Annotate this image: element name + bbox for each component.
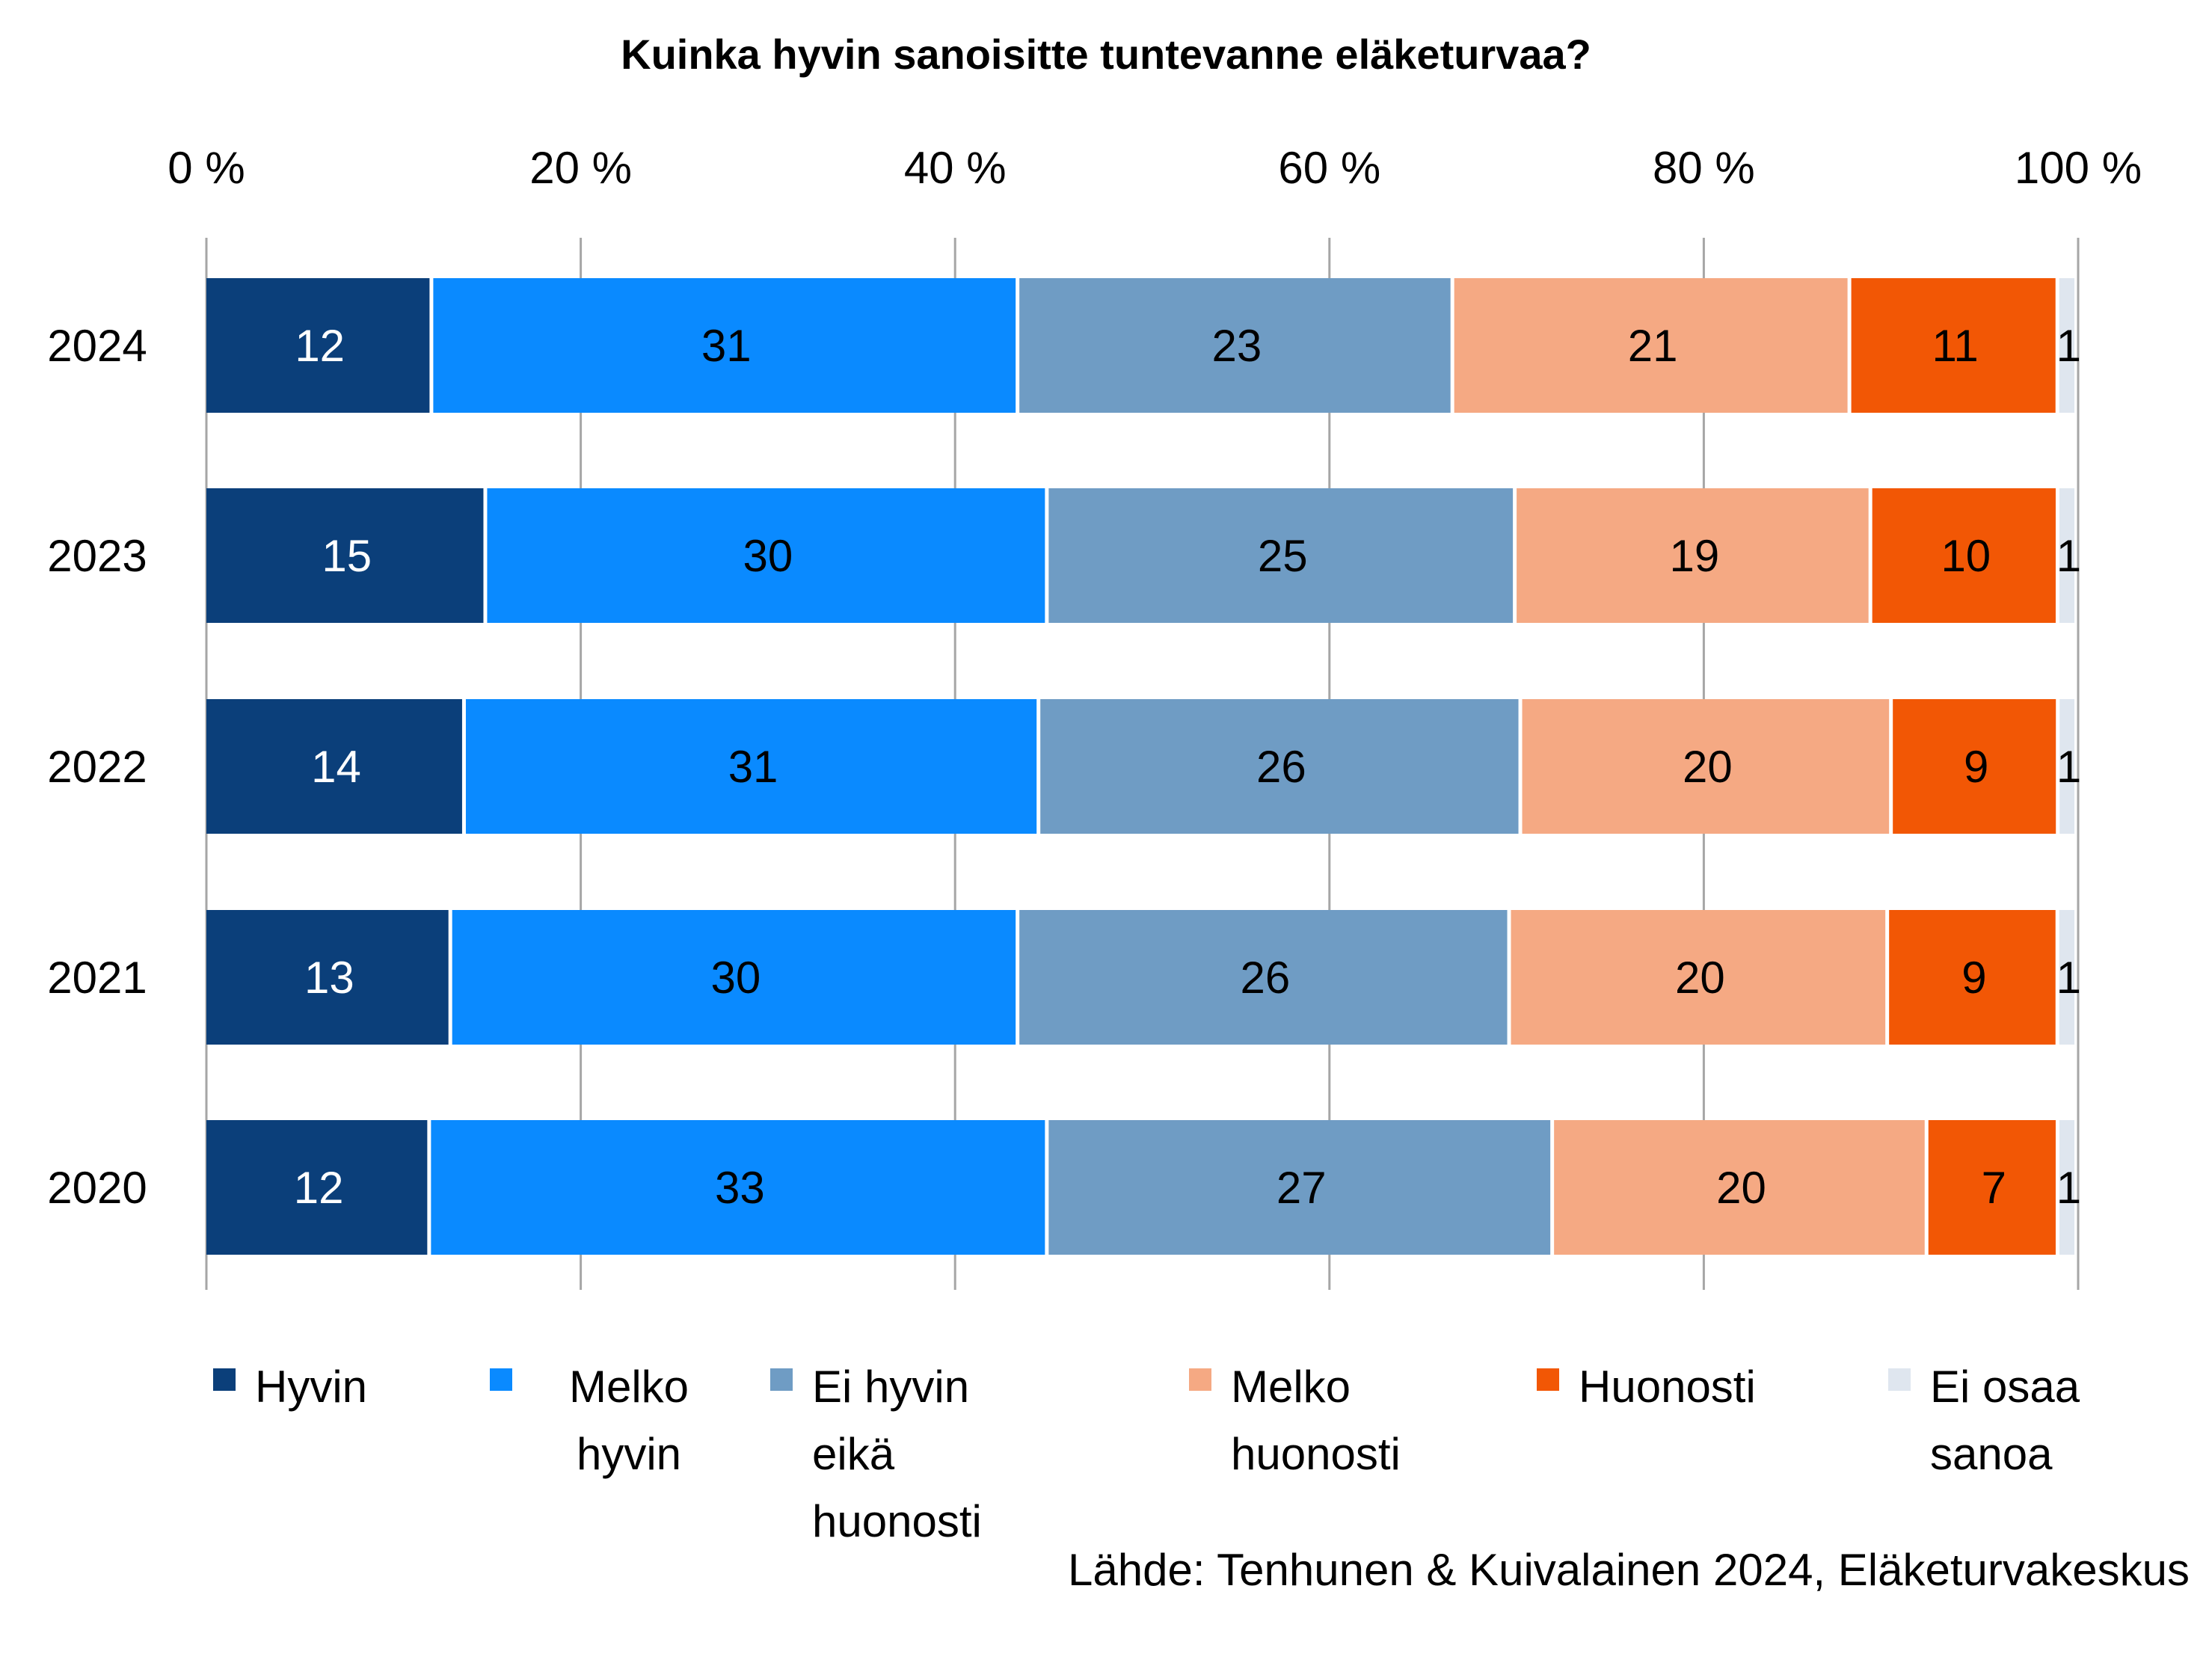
- bar-segment: [206, 910, 449, 1045]
- bar-segment: [206, 1120, 428, 1255]
- legend-swatch: [1189, 1368, 1211, 1391]
- legend-label: Huonosti: [1579, 1362, 1756, 1412]
- bar-segment: [452, 910, 1016, 1045]
- legend-item: Melko hyvin: [490, 1353, 726, 1488]
- data-label: 30: [743, 531, 793, 581]
- x-axis-ticks: 0 % 20 % 40 % 60 % 80 % 100 %: [168, 143, 2142, 193]
- bar-segment: [1889, 910, 2056, 1045]
- y-category-label: 2024: [47, 321, 147, 371]
- y-category-label: 2020: [47, 1163, 147, 1213]
- data-label: 25: [1258, 531, 1308, 581]
- data-label: 30: [711, 953, 761, 1003]
- bar-segment: [206, 699, 462, 834]
- x-tick-label: 60 %: [1278, 143, 1380, 193]
- bar-segment: [1454, 278, 1848, 413]
- bar-segment: [487, 488, 1045, 623]
- data-label: 19: [1670, 531, 1720, 581]
- bar-segment: [1048, 1120, 1551, 1255]
- data-label: 13: [304, 953, 354, 1003]
- bar-segment: [1019, 910, 1508, 1045]
- bar-segment: [2059, 488, 2074, 623]
- bars: 12 31 23 21 11 115 30 25 19 10 114 31 26 20 9 113 30 26 20…: [206, 278, 2081, 1255]
- x-tick-label: 80 %: [1653, 143, 1755, 193]
- legend-item: Melko huonosti: [1189, 1353, 1425, 1488]
- legend-label: Ei osaa sanoa: [1930, 1362, 2080, 1479]
- data-label: 21: [1628, 321, 1678, 371]
- chart-title: Kuinka hyvin sanoisitte tuntevanne eläke…: [621, 31, 1591, 78]
- legend-label: Ei hyvin eikä huonosti: [812, 1362, 982, 1546]
- bar-segment: [431, 1120, 1045, 1255]
- bar-segment: [1522, 699, 1890, 834]
- y-category-label: 2021: [47, 953, 147, 1003]
- legend-label: Hyvin: [255, 1362, 368, 1412]
- data-label: 14: [311, 742, 361, 792]
- legend-item: Ei hyvin eikä huonosti: [770, 1353, 1059, 1555]
- data-label: 1: [2056, 531, 2081, 581]
- legend-item: Hyvin: [213, 1353, 449, 1421]
- data-label: 12: [295, 321, 345, 371]
- data-label: 20: [1683, 742, 1733, 792]
- bar-segment: [1511, 910, 1886, 1045]
- bar-segment: [1928, 1120, 2056, 1255]
- x-tick-label: 20 %: [529, 143, 632, 193]
- legend-swatch: [490, 1368, 512, 1391]
- bar-segment: [206, 278, 430, 413]
- bar-segment: [2059, 910, 2074, 1045]
- x-tick-label: 40 %: [904, 143, 1007, 193]
- source-note: Lähde: Tenhunen & Kuivalainen 2024, Eläk…: [1068, 1545, 2190, 1595]
- data-label: 26: [1256, 742, 1306, 792]
- data-label: 15: [322, 531, 372, 581]
- legend-label: Melko hyvin: [568, 1362, 689, 1479]
- y-category-label: 2022: [47, 742, 147, 792]
- data-label: 10: [1941, 531, 1991, 581]
- legend-item: Huonosti: [1537, 1353, 1773, 1421]
- data-label: 11: [1932, 321, 1979, 371]
- bar-segment: [206, 488, 484, 623]
- x-tick-label: 100 %: [2015, 143, 2142, 193]
- data-label: 1: [2056, 321, 2081, 371]
- bar-segment: [1517, 488, 1869, 623]
- bar-segment: [1554, 1120, 1925, 1255]
- bar-segment: [1893, 699, 2056, 834]
- legend-swatch: [1888, 1368, 1911, 1391]
- data-label: 9: [1961, 953, 1986, 1003]
- legend-item: Ei osaa sanoa: [1888, 1353, 2125, 1488]
- bar-segment: [2059, 278, 2074, 413]
- data-label: 31: [728, 742, 778, 792]
- x-tick-label: 0 %: [168, 143, 245, 193]
- data-label: 1: [2056, 742, 2081, 792]
- data-label: 20: [1675, 953, 1725, 1003]
- y-axis-categories: 2024 2023 2022 2021 2020: [47, 321, 147, 1213]
- bar-segment: [1851, 278, 2056, 413]
- legend-swatch: [770, 1368, 793, 1391]
- bar-segment: [1872, 488, 2056, 623]
- legend-swatch: [213, 1368, 236, 1391]
- data-label: 1: [2056, 953, 2081, 1003]
- data-label: 12: [294, 1163, 344, 1213]
- bar-segment: [433, 278, 1016, 413]
- data-label: 9: [1964, 742, 1988, 792]
- bar-segment: [2059, 699, 2074, 834]
- bar-segment: [465, 699, 1037, 834]
- legend: Hyvin Melko hyvin Ei hyvin eikä huonosti Me…: [0, 1353, 2212, 1546]
- data-label: 23: [1212, 321, 1262, 371]
- y-category-label: 2023: [47, 531, 147, 581]
- data-label: 27: [1276, 1163, 1327, 1213]
- data-label: 1: [2056, 1163, 2081, 1213]
- bar-segment: [1040, 699, 1519, 834]
- data-label: 20: [1716, 1163, 1766, 1213]
- data-label: 7: [1982, 1163, 2006, 1213]
- bar-segment: [2059, 1120, 2074, 1255]
- legend-swatch: [1537, 1368, 1559, 1391]
- data-label: 31: [701, 321, 752, 371]
- bar-segment: [1019, 278, 1451, 413]
- legend-label: Melko huonosti: [1231, 1362, 1401, 1479]
- data-label: 26: [1240, 953, 1290, 1003]
- data-label: 33: [715, 1163, 765, 1213]
- bar-segment: [1048, 488, 1514, 623]
